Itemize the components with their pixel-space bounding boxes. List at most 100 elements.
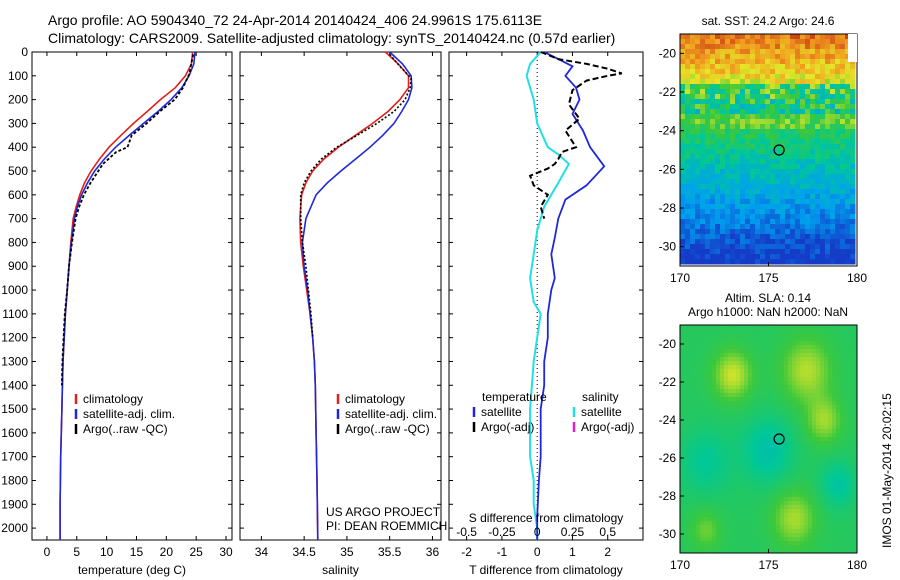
map-cell bbox=[680, 259, 686, 265]
map-cell bbox=[800, 239, 806, 245]
map-cell bbox=[796, 469, 801, 474]
map-cell bbox=[816, 353, 821, 358]
map-cell bbox=[700, 194, 706, 200]
map-cell bbox=[756, 465, 761, 470]
map-cell bbox=[756, 381, 761, 386]
map-cell bbox=[816, 529, 821, 534]
map-cell bbox=[680, 521, 685, 526]
map-cell bbox=[850, 249, 856, 255]
map-cell bbox=[816, 441, 821, 446]
map-cell bbox=[788, 469, 793, 474]
map-cell bbox=[844, 381, 849, 386]
map-cell bbox=[805, 229, 811, 235]
map-cell bbox=[690, 109, 696, 115]
map-cell bbox=[760, 134, 766, 140]
map-cell bbox=[835, 74, 841, 80]
map-cell bbox=[700, 119, 706, 125]
map-cell bbox=[828, 493, 833, 498]
map-cell bbox=[725, 54, 731, 60]
map-cell bbox=[710, 124, 716, 130]
map-cell bbox=[830, 194, 836, 200]
legend-label: Argo(..raw -QC) bbox=[83, 422, 168, 436]
map-cell bbox=[700, 549, 705, 554]
map-cell bbox=[695, 89, 701, 95]
map-cell bbox=[756, 373, 761, 378]
map-cell bbox=[795, 79, 801, 85]
map-cell bbox=[696, 457, 701, 462]
map-cell bbox=[750, 89, 756, 95]
map-cell bbox=[815, 194, 821, 200]
map-cell bbox=[732, 329, 737, 334]
map-cell bbox=[852, 353, 857, 358]
map-cell bbox=[804, 441, 809, 446]
map-cell bbox=[816, 401, 821, 406]
map-cell bbox=[835, 134, 841, 140]
map-cell bbox=[776, 493, 781, 498]
map-cell bbox=[696, 357, 701, 362]
map-cell bbox=[752, 549, 757, 554]
map-cell bbox=[820, 341, 825, 346]
map-cell bbox=[744, 385, 749, 390]
map-cell bbox=[816, 437, 821, 442]
map-cell bbox=[728, 485, 733, 490]
map-cell bbox=[748, 541, 753, 546]
map-cell bbox=[835, 49, 841, 55]
map-cell bbox=[812, 429, 817, 434]
map-cell bbox=[760, 349, 765, 354]
map-cell bbox=[820, 224, 826, 230]
map-cell bbox=[785, 199, 791, 205]
map-cell bbox=[695, 134, 701, 140]
map-cell bbox=[812, 513, 817, 518]
map-cell bbox=[744, 473, 749, 478]
map-cell bbox=[688, 385, 693, 390]
map-cell bbox=[820, 401, 825, 406]
map-cell bbox=[820, 114, 826, 120]
map-cell bbox=[692, 361, 697, 366]
map-cell bbox=[750, 259, 756, 265]
map-cell bbox=[685, 189, 691, 195]
map-cell bbox=[756, 481, 761, 486]
map-cell bbox=[732, 541, 737, 546]
map-cell bbox=[804, 469, 809, 474]
map-cell bbox=[725, 89, 731, 95]
map-cell bbox=[745, 54, 751, 60]
map-cell bbox=[785, 179, 791, 185]
map-cell bbox=[740, 385, 745, 390]
map-cell bbox=[700, 69, 706, 75]
map-cell bbox=[765, 224, 771, 230]
map-cell bbox=[712, 493, 717, 498]
map-cell bbox=[745, 169, 751, 175]
map-cell bbox=[680, 537, 685, 542]
map-cell bbox=[740, 349, 745, 354]
map-cell bbox=[815, 54, 821, 60]
map-cell bbox=[720, 521, 725, 526]
map-cell bbox=[780, 234, 786, 240]
map-cell bbox=[688, 429, 693, 434]
map-cell bbox=[820, 234, 826, 240]
map-cell bbox=[804, 433, 809, 438]
map-cell bbox=[848, 549, 853, 554]
map-cell bbox=[690, 69, 696, 75]
map-cell bbox=[770, 134, 776, 140]
map-cell bbox=[796, 377, 801, 382]
map-cell bbox=[730, 34, 736, 40]
map-cell bbox=[736, 333, 741, 338]
map-cell bbox=[756, 529, 761, 534]
map-cell bbox=[790, 244, 796, 250]
map-cell bbox=[776, 413, 781, 418]
map-cell bbox=[688, 485, 693, 490]
map-cell bbox=[680, 44, 686, 50]
map-cell bbox=[810, 84, 816, 90]
map-cell bbox=[744, 433, 749, 438]
map-cell bbox=[732, 457, 737, 462]
map-cell bbox=[800, 529, 805, 534]
map-cell bbox=[680, 169, 686, 175]
y-tick-label: 1500 bbox=[1, 402, 28, 416]
map-cell bbox=[850, 214, 856, 220]
map-cell bbox=[688, 537, 693, 542]
map-cell bbox=[744, 533, 749, 538]
map-cell bbox=[708, 425, 713, 430]
map-cell bbox=[690, 54, 696, 60]
map-cell bbox=[784, 361, 789, 366]
map-cell bbox=[724, 389, 729, 394]
